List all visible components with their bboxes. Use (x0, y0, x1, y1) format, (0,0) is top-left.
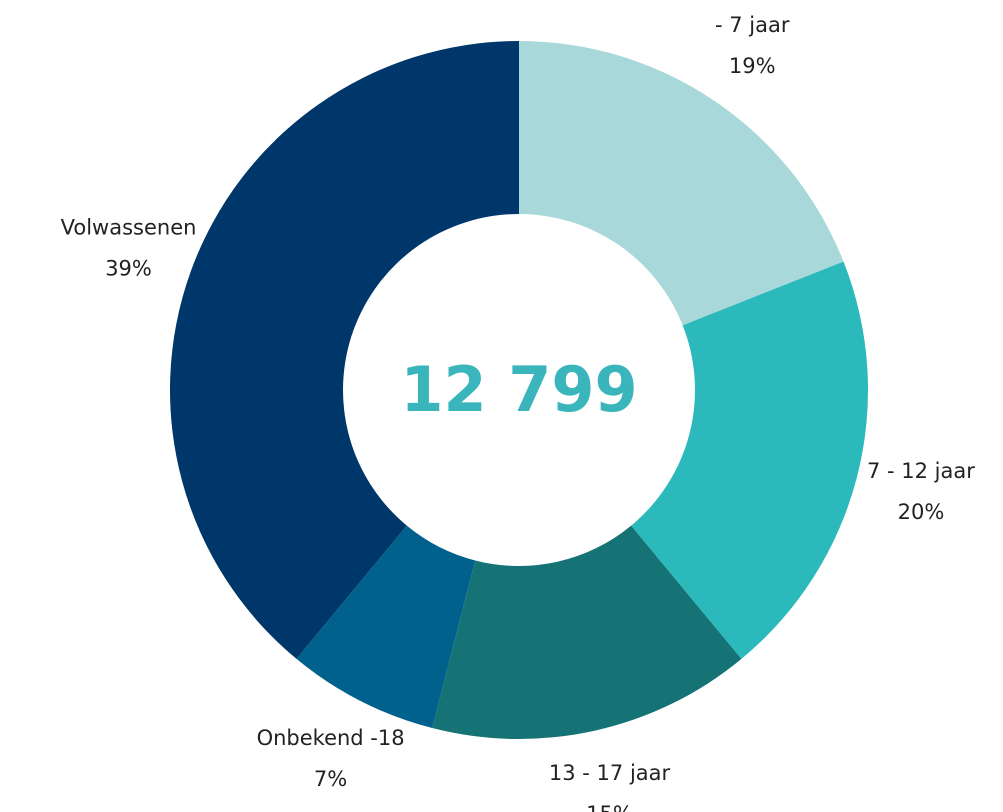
slice (519, 41, 844, 326)
slice-value-label: 15% (586, 802, 633, 812)
slice (170, 41, 519, 659)
slice-value-label: 39% (105, 256, 152, 280)
slice-label: 13 - 17 jaar (549, 761, 671, 785)
slice-value-label: 20% (898, 500, 945, 524)
slice-value-label: 19% (729, 54, 776, 78)
slice-label: Onbekend -18 (257, 726, 405, 750)
slice-value-label: 7% (314, 767, 347, 791)
slice (432, 525, 742, 740)
center-label: 12 799 (400, 353, 637, 426)
slice (631, 261, 868, 659)
slice-label: 7 - 12 jaar (867, 459, 975, 483)
slice (296, 525, 476, 729)
slice-label: - 7 jaar (715, 13, 790, 37)
slice-label: Volwassenen (61, 215, 197, 239)
